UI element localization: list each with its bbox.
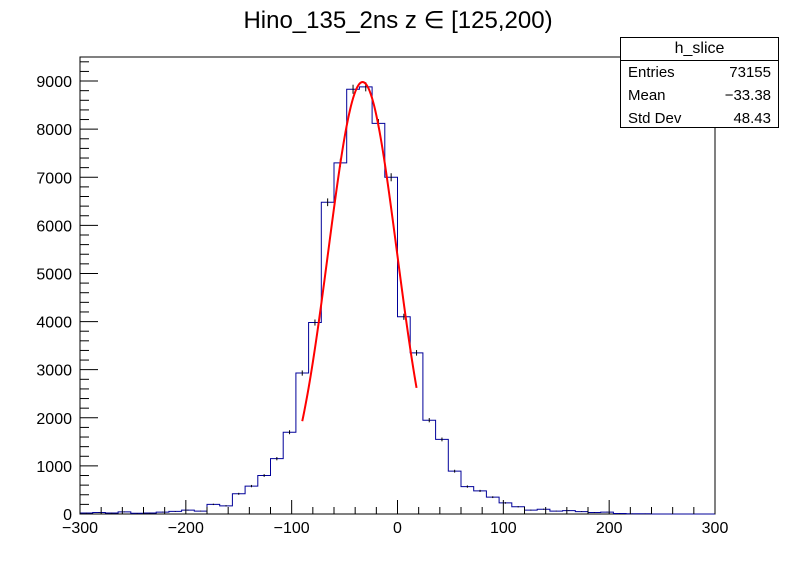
y-tick-label: 8000	[36, 122, 72, 139]
y-tick-label: 9000	[36, 74, 72, 91]
y-tick-label: 0	[63, 507, 72, 524]
x-tick-label: 0	[393, 520, 402, 537]
stats-entries-label: Entries	[628, 64, 675, 81]
y-tick-label: 1000	[36, 459, 72, 476]
x-tick-label: −100	[274, 520, 310, 537]
x-tick-label: 300	[702, 520, 729, 537]
stats-std-row: Std Dev 48.43	[621, 107, 778, 130]
stats-mean-row: Mean −33.38	[621, 84, 778, 107]
gaussian-fit-curve	[301, 80, 418, 422]
histogram-outline	[79, 86, 715, 515]
stats-entries-value: 73155	[729, 64, 771, 81]
y-tick-label: 2000	[36, 411, 72, 428]
stats-mean-label: Mean	[628, 87, 666, 104]
stats-entries-row: Entries 73155	[621, 61, 778, 84]
stats-mean-value: −33.38	[724, 87, 771, 104]
y-tick-label: 7000	[36, 170, 72, 187]
x-tick-label: 100	[490, 520, 517, 537]
x-tick-label: −300	[62, 520, 98, 537]
y-tick-label: 4000	[36, 315, 72, 332]
stats-std-value: 48.43	[733, 110, 771, 127]
y-tick-label: 5000	[36, 266, 72, 283]
stats-std-label: Std Dev	[628, 110, 682, 127]
y-tick-label: 6000	[36, 218, 72, 235]
stats-title: h_slice	[621, 38, 778, 61]
x-tick-label: 200	[596, 520, 623, 537]
x-tick-label: −200	[168, 520, 204, 537]
y-tick-label: 3000	[36, 363, 72, 380]
chart-title: Hino_135_2ns z ∈ [125,200)	[243, 7, 553, 34]
stats-box: h_slice Entries 73155 Mean −33.38 Std De…	[620, 37, 779, 128]
